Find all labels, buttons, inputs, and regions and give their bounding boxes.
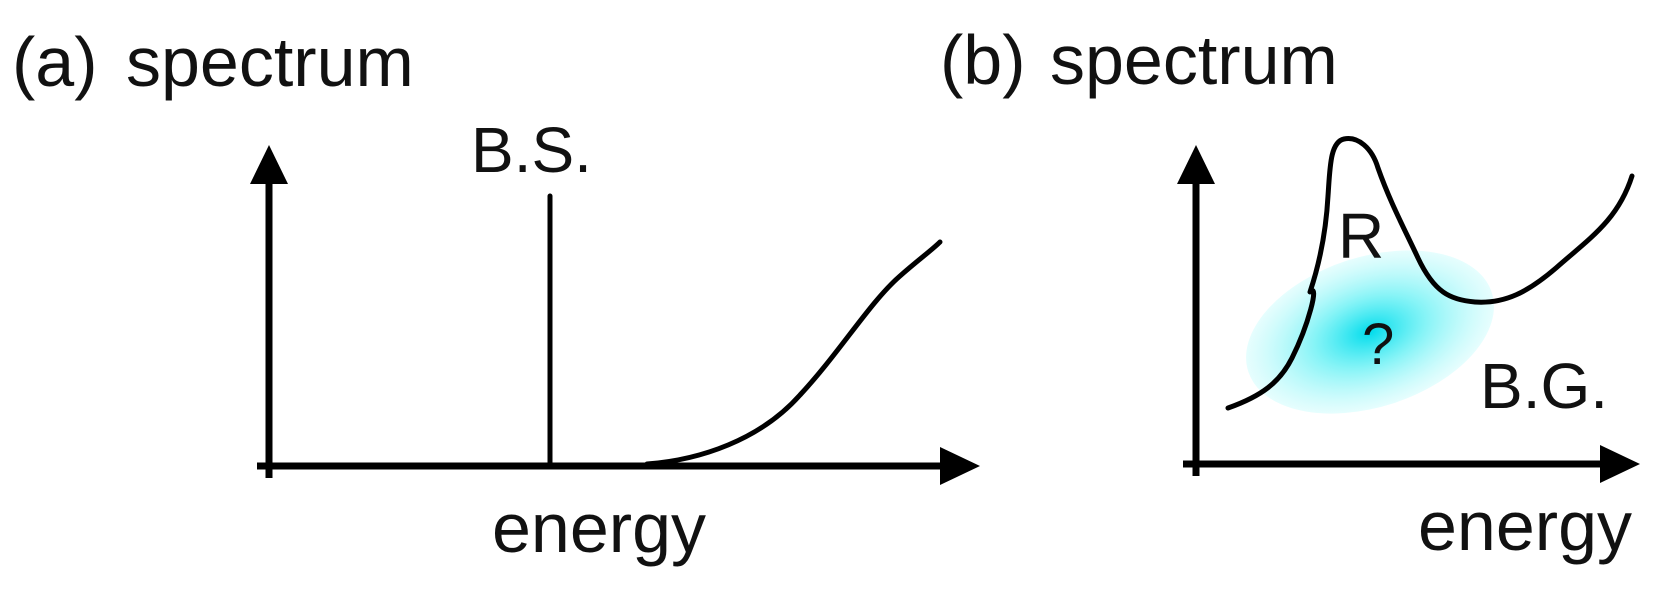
- panel-a-y-label: spectrum: [126, 23, 414, 101]
- panel-b-spectrum-curve: [1225, 136, 1635, 411]
- panel-b-label: (b): [940, 21, 1026, 99]
- panel-b-background-label: B.G.: [1480, 350, 1608, 422]
- panel-b-y-arrowhead: [1177, 145, 1215, 184]
- panel-a-x-arrowhead: [940, 447, 980, 485]
- panel-b-unknown-label: ?: [1362, 312, 1394, 377]
- panel-a-y-arrowhead: [250, 145, 288, 184]
- panel-a: (a) spectrum B.S. energy: [12, 23, 980, 567]
- panel-b: (b) spectrum R ? B.G. energy: [940, 21, 1640, 565]
- panel-b-x-label: energy: [1418, 487, 1632, 565]
- panel-b-y-label: spectrum: [1050, 21, 1338, 99]
- panel-a-label: (a): [12, 23, 98, 101]
- panel-b-resonance-label: R: [1338, 200, 1384, 272]
- panel-a-bound-state-label: B.S.: [471, 114, 592, 186]
- panel-a-continuum-curve: [644, 239, 943, 467]
- panel-a-x-label: energy: [492, 489, 706, 567]
- panel-b-x-arrowhead: [1600, 445, 1640, 483]
